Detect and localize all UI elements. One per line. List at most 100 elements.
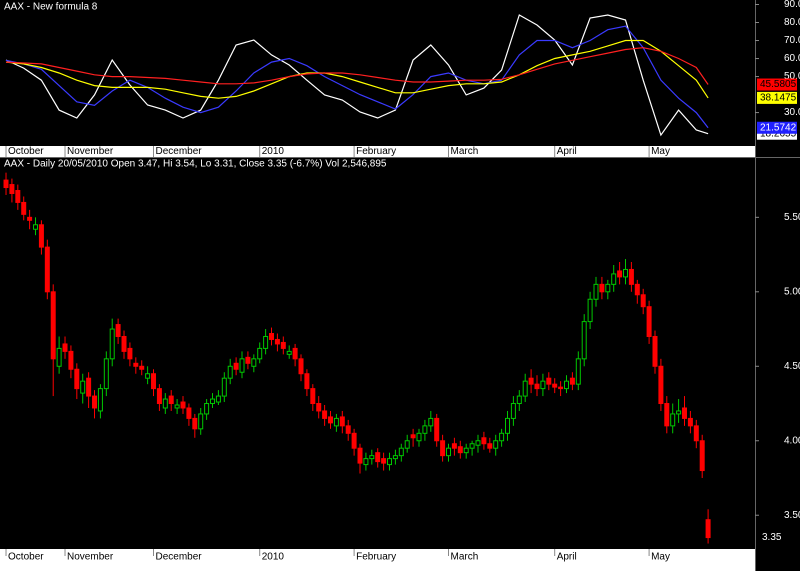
indicator-line	[5, 39, 709, 99]
candle-body	[263, 335, 269, 349]
candle-body	[227, 365, 233, 379]
candle-body	[575, 358, 581, 385]
last-close-label: 3.35	[762, 532, 782, 543]
x-tick-label: November	[67, 146, 114, 157]
y-tick-label: 70.0	[784, 35, 800, 46]
last-value-label: 18.2655	[760, 128, 797, 139]
y-tick-label: 3.50	[784, 510, 800, 521]
candle-body	[404, 440, 410, 449]
candle-body	[33, 224, 39, 230]
candle-body	[310, 388, 316, 405]
candle-body	[505, 417, 511, 434]
candle-body	[357, 447, 363, 464]
candle-body	[239, 358, 245, 373]
candle-body	[351, 432, 357, 449]
candle-body	[292, 347, 298, 360]
candle-body	[475, 440, 481, 446]
candle-body	[640, 294, 646, 308]
chart-title: AAX - Daily 20/05/2010 Open 3.47, Hi 3.5…	[4, 159, 387, 170]
x-tick-label: February	[356, 146, 396, 157]
candle-body	[381, 458, 387, 464]
candle-body	[658, 365, 664, 405]
candle-body	[56, 347, 62, 367]
candle-body	[162, 398, 168, 409]
candle-body	[127, 347, 133, 360]
indicator-line	[5, 47, 709, 85]
x-tick-label: 2010	[262, 552, 285, 563]
last-value-label: 21.5742	[760, 122, 797, 133]
candle-body	[145, 373, 151, 379]
candle-body	[705, 519, 711, 539]
candle-body	[274, 338, 280, 345]
last-value-box	[757, 78, 797, 91]
candle-body	[446, 447, 452, 457]
candle-body	[80, 380, 86, 394]
candle-body	[440, 440, 446, 457]
x-tick-label: May	[651, 552, 670, 563]
candle-body	[593, 283, 599, 300]
candle-body	[44, 246, 50, 293]
candle-body	[569, 377, 575, 385]
candle-body	[74, 368, 80, 390]
indicator-line	[5, 25, 709, 129]
candle-body	[422, 425, 428, 434]
last-value-box	[757, 121, 797, 134]
last-value-label: 45.5805	[760, 79, 797, 90]
x-tick-label: April	[557, 146, 577, 157]
candle-body	[622, 268, 628, 278]
candle-body	[316, 403, 322, 412]
x-tick-label: 2010	[262, 146, 285, 157]
x-tick-label: November	[67, 552, 114, 563]
candle-body	[304, 373, 310, 390]
candle-body	[86, 377, 92, 397]
candle-body	[50, 291, 56, 360]
candle-body	[516, 395, 522, 405]
candle-body	[286, 350, 292, 355]
y-tick-label: 60.0	[784, 53, 800, 64]
x-tick-label: February	[356, 552, 396, 563]
candle-body	[115, 324, 121, 337]
candle-body	[499, 432, 505, 442]
candle-body	[481, 437, 487, 445]
candle-body	[581, 321, 587, 360]
x-tick-label: April	[557, 552, 577, 563]
x-tick-label: May	[651, 146, 670, 157]
candle-body	[392, 455, 398, 460]
candle-body	[180, 401, 186, 409]
candle-body	[605, 283, 611, 293]
candle-body	[109, 328, 115, 360]
y-tick-label: 30.0	[784, 107, 800, 118]
candle-body	[416, 432, 422, 442]
candle-body	[298, 358, 304, 375]
candle-body	[469, 443, 475, 449]
candle-body	[204, 403, 210, 415]
candle-body	[133, 362, 139, 367]
candle-body	[428, 417, 434, 427]
candle-body	[156, 388, 162, 405]
candle-body	[62, 343, 68, 352]
candle-body	[257, 347, 263, 360]
candle-body	[528, 377, 534, 385]
y-tick-label: 5.00	[784, 286, 800, 297]
candle-body	[210, 398, 216, 405]
candle-body	[628, 268, 634, 285]
candle-body	[151, 373, 157, 390]
candle-body	[328, 416, 334, 424]
candle-body	[646, 306, 652, 337]
last-value-label: 38.1475	[760, 93, 797, 104]
x-tick-label: December	[156, 552, 203, 563]
candle-body	[97, 388, 103, 412]
candle-body	[215, 395, 221, 403]
last-value-box	[757, 91, 797, 104]
candle-body	[540, 380, 546, 390]
candle-body	[552, 383, 558, 388]
candle-body	[487, 443, 493, 449]
candle-body	[369, 455, 375, 460]
y-tick-label: 90.0	[784, 0, 800, 10]
candle-body	[27, 216, 33, 221]
candle-body	[463, 447, 469, 454]
candle-body	[333, 417, 339, 427]
candle-body	[21, 201, 27, 215]
